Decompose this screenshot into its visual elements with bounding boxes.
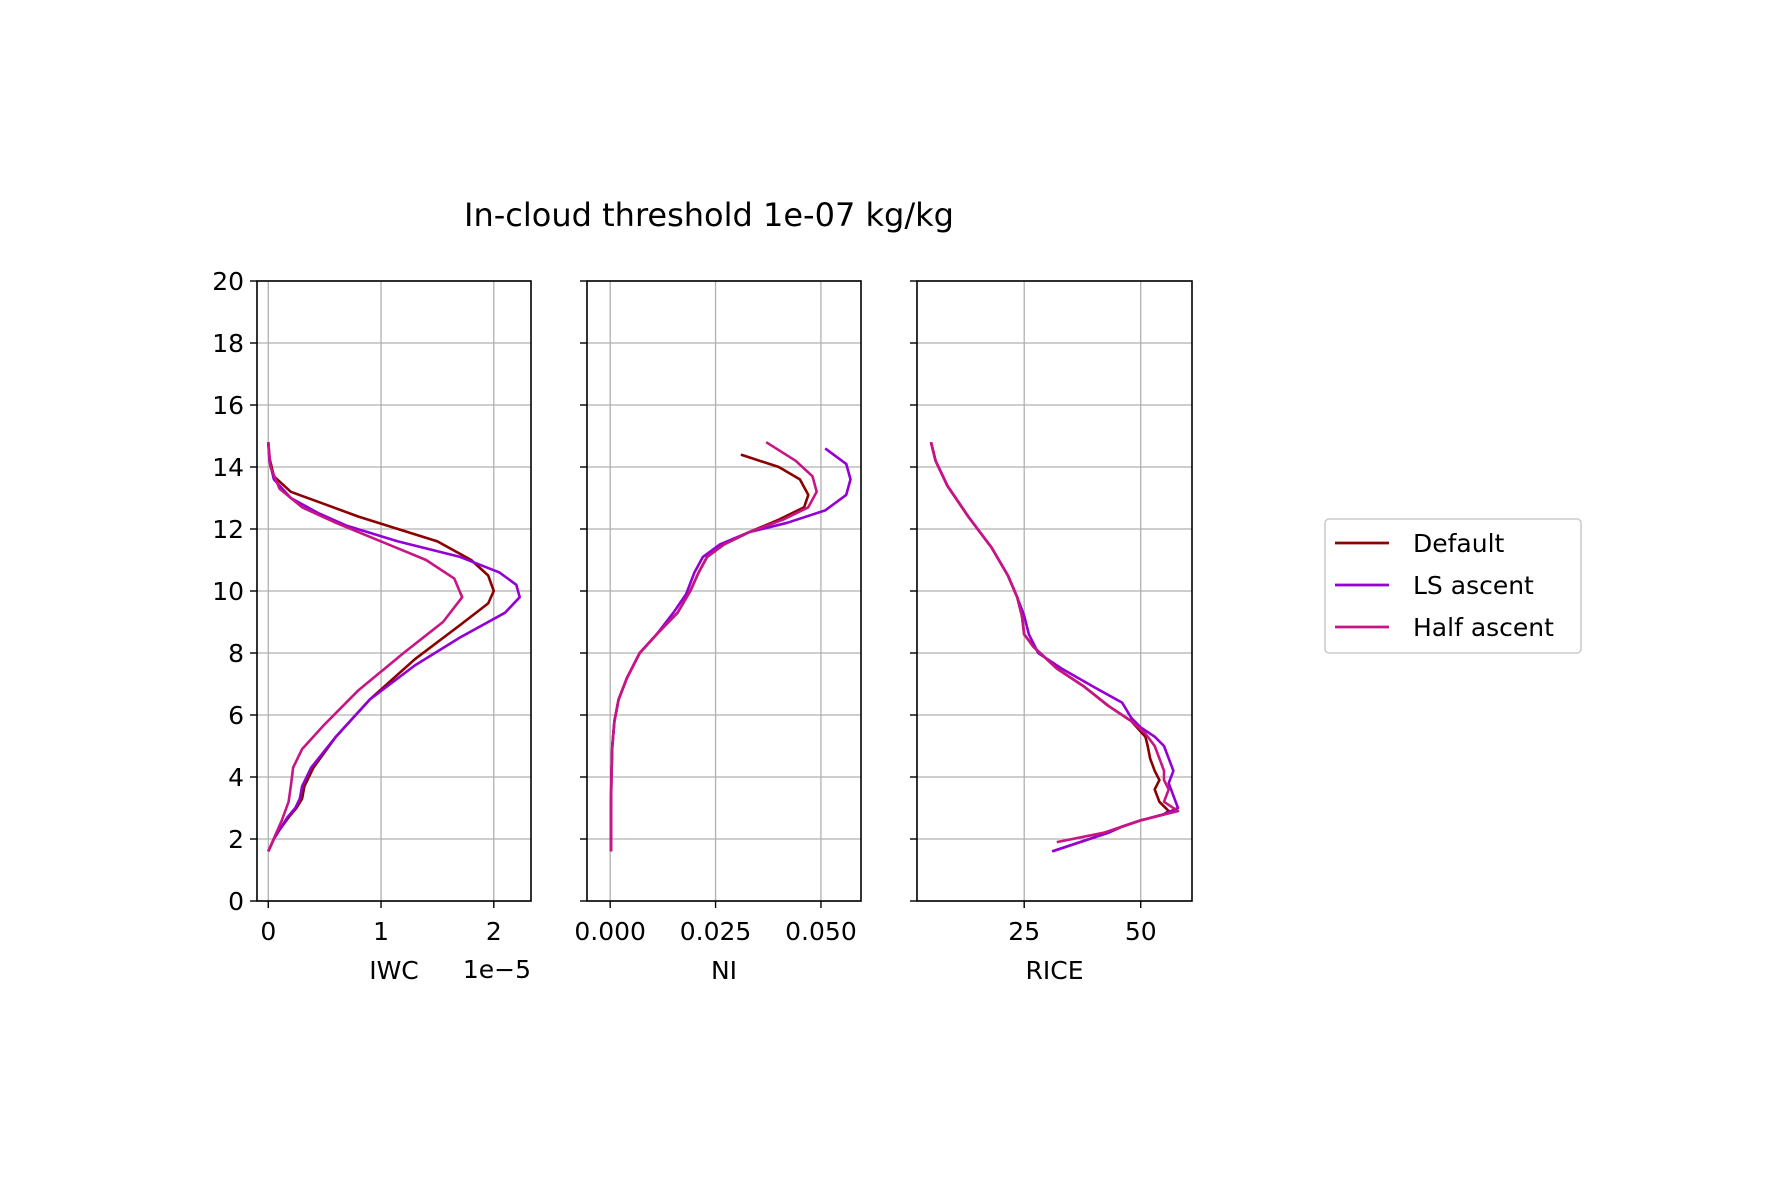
- series-line-ls-ascent: [267, 442, 522, 852]
- x-tick-label: 1: [373, 917, 389, 946]
- y-tick-label: 10: [212, 577, 244, 606]
- series-line-half-ascent: [929, 441, 1180, 844]
- legend-box: [1324, 518, 1582, 654]
- y-tick-label: 6: [228, 701, 244, 730]
- legend-label: Half ascent: [1413, 613, 1554, 642]
- x-tick-label: 2: [486, 917, 502, 946]
- y-tick-label: 12: [212, 515, 244, 544]
- legend: Default LS ascent Half ascent: [1324, 518, 1582, 654]
- x-tick-label: 0.025: [680, 917, 752, 946]
- series-line-half-ascent: [267, 442, 464, 852]
- x-axis-label: NI: [711, 956, 737, 985]
- x-tick-label: 0: [260, 917, 276, 946]
- y-tick-label: 8: [228, 639, 244, 668]
- y-tick-label: 2: [228, 825, 244, 854]
- x-tick-label: 50: [1125, 917, 1157, 946]
- y-tick-label: 14: [212, 453, 244, 482]
- x-tick-label: 25: [1008, 917, 1040, 946]
- x-axis-label: RICE: [1026, 956, 1084, 985]
- legend-label: Default: [1413, 529, 1505, 558]
- subplot-rice: 25 50 RICE: [910, 280, 1193, 985]
- x-axis-label: IWC: [369, 956, 419, 985]
- y-tick-label: 0: [228, 887, 244, 916]
- y-tick-label: 18: [212, 329, 244, 358]
- subplot-ni: 0.000 0.025 0.050 NI: [574, 280, 862, 985]
- figure-title: In-cloud threshold 1e-07 kg/kg: [464, 196, 954, 234]
- series-line-half-ascent: [609, 441, 819, 852]
- x-tick-label: 0.000: [574, 917, 646, 946]
- x-offset-text: 1e−5: [463, 955, 531, 984]
- y-tick-label: 16: [212, 391, 244, 420]
- y-tick-label: 20: [212, 267, 244, 296]
- x-tick-label: 0.050: [785, 917, 857, 946]
- legend-label: LS ascent: [1413, 571, 1534, 600]
- y-tick-label: 4: [228, 763, 244, 792]
